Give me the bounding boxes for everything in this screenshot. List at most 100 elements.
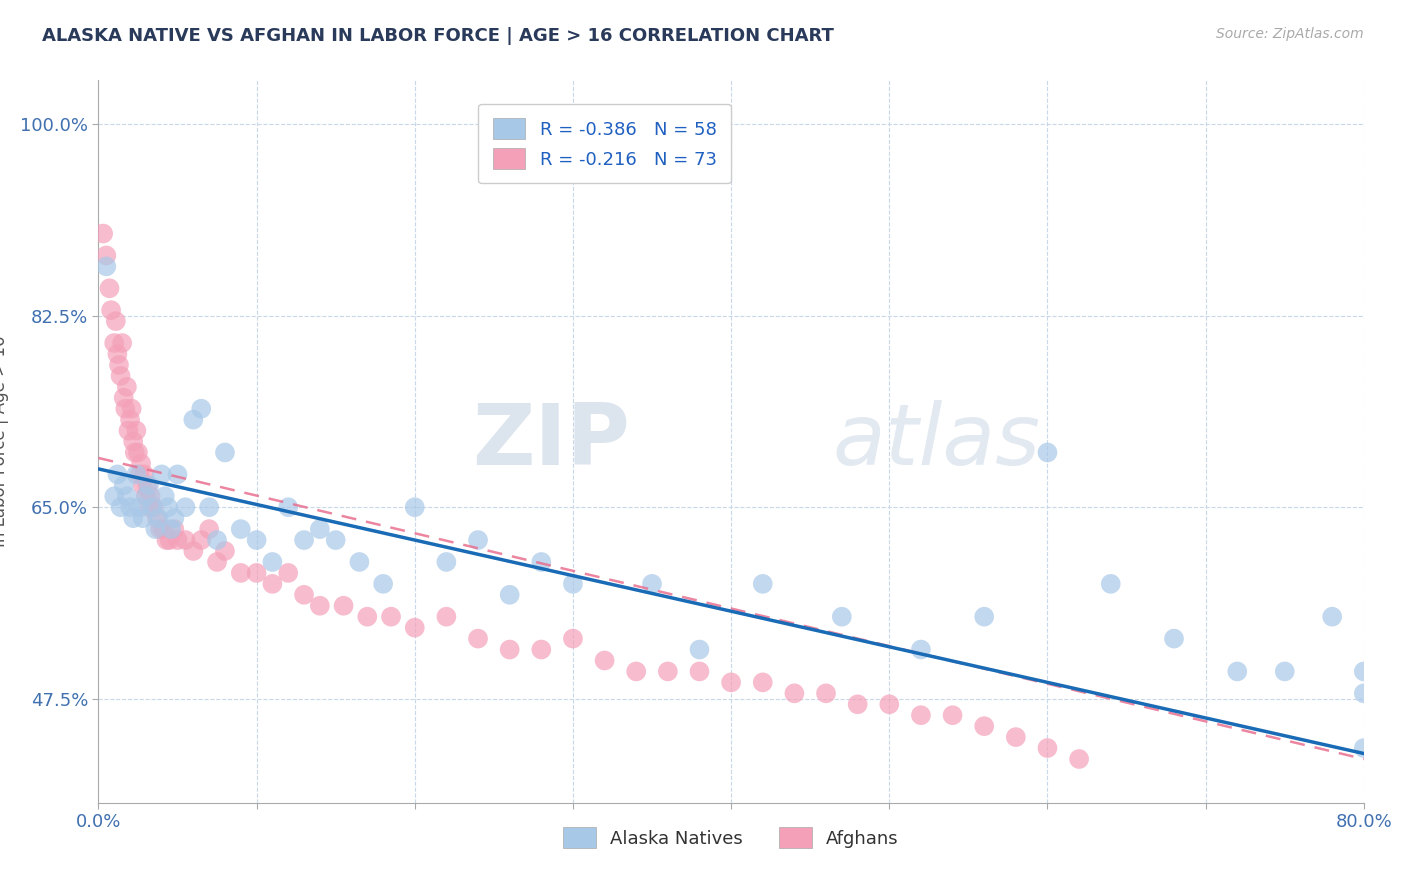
Point	[292, 588, 315, 602]
Point	[132, 478, 155, 492]
Point	[112, 391, 135, 405]
Point	[309, 599, 332, 613]
Point	[641, 577, 664, 591]
Point	[688, 642, 710, 657]
Point	[103, 336, 125, 351]
Point	[436, 555, 458, 569]
Point	[111, 336, 134, 351]
Point	[229, 566, 252, 580]
Point	[309, 522, 332, 536]
Point	[1099, 577, 1122, 591]
Point	[467, 632, 489, 646]
Point	[112, 478, 135, 492]
Point	[910, 642, 932, 657]
Point	[720, 675, 742, 690]
Point	[166, 467, 188, 482]
Point	[198, 522, 221, 536]
Point	[146, 511, 169, 525]
Point	[751, 577, 773, 591]
Point	[877, 698, 900, 712]
Point	[127, 445, 149, 459]
Point	[814, 686, 837, 700]
Point	[1036, 741, 1059, 756]
Point	[277, 566, 299, 580]
Point	[1353, 686, 1375, 700]
Point	[91, 227, 114, 241]
Point	[163, 511, 186, 525]
Point	[110, 500, 132, 515]
Point	[561, 577, 585, 591]
Point	[115, 489, 138, 503]
Point	[110, 368, 132, 383]
Point	[160, 522, 183, 536]
Point	[1163, 632, 1185, 646]
Point	[141, 500, 163, 515]
Point	[530, 555, 553, 569]
Point	[125, 467, 148, 482]
Point	[174, 533, 197, 547]
Point	[973, 609, 995, 624]
Point	[150, 467, 173, 482]
Point	[380, 609, 402, 624]
Point	[356, 609, 378, 624]
Point	[138, 478, 160, 492]
Point	[122, 511, 145, 525]
Point	[831, 609, 853, 624]
Point	[262, 555, 284, 569]
Point	[135, 489, 157, 503]
Point	[214, 544, 236, 558]
Point	[139, 489, 162, 503]
Text: ZIP: ZIP	[472, 400, 630, 483]
Point	[96, 260, 118, 274]
Point	[530, 642, 553, 657]
Point	[114, 401, 136, 416]
Text: ALASKA NATIVE VS AFGHAN IN LABOR FORCE | AGE > 16 CORRELATION CHART: ALASKA NATIVE VS AFGHAN IN LABOR FORCE |…	[42, 27, 834, 45]
Point	[132, 511, 155, 525]
Legend: Alaska Natives, Afghans: Alaska Natives, Afghans	[553, 816, 910, 859]
Point	[142, 500, 165, 515]
Point	[404, 500, 426, 515]
Point	[157, 500, 180, 515]
Point	[1353, 665, 1375, 679]
Point	[190, 401, 212, 416]
Point	[129, 457, 152, 471]
Point	[205, 533, 228, 547]
Point	[1353, 741, 1375, 756]
Point	[498, 642, 520, 657]
Point	[325, 533, 347, 547]
Point	[1036, 445, 1059, 459]
Point	[153, 489, 176, 503]
Point	[122, 434, 145, 449]
Point	[107, 347, 129, 361]
Point	[751, 675, 773, 690]
Point	[561, 632, 585, 646]
Point	[942, 708, 965, 723]
Point	[262, 577, 284, 591]
Y-axis label: In Labor Force | Age > 16: In Labor Force | Age > 16	[0, 335, 8, 548]
Point	[404, 621, 426, 635]
Point	[155, 533, 177, 547]
Point	[214, 445, 236, 459]
Point	[166, 533, 188, 547]
Point	[125, 424, 148, 438]
Point	[159, 533, 181, 547]
Point	[134, 467, 156, 482]
Point	[104, 314, 127, 328]
Point	[973, 719, 995, 733]
Point	[688, 665, 710, 679]
Point	[152, 522, 174, 536]
Point	[120, 412, 141, 426]
Point	[124, 445, 146, 459]
Point	[1004, 730, 1026, 744]
Point	[107, 467, 129, 482]
Point	[135, 489, 157, 503]
Point	[103, 489, 125, 503]
Point	[1067, 752, 1090, 766]
Point	[148, 511, 170, 525]
Point	[349, 555, 371, 569]
Point	[277, 500, 299, 515]
Point	[121, 401, 143, 416]
Point	[117, 424, 139, 438]
Point	[246, 566, 269, 580]
Text: Source: ZipAtlas.com: Source: ZipAtlas.com	[1216, 27, 1364, 41]
